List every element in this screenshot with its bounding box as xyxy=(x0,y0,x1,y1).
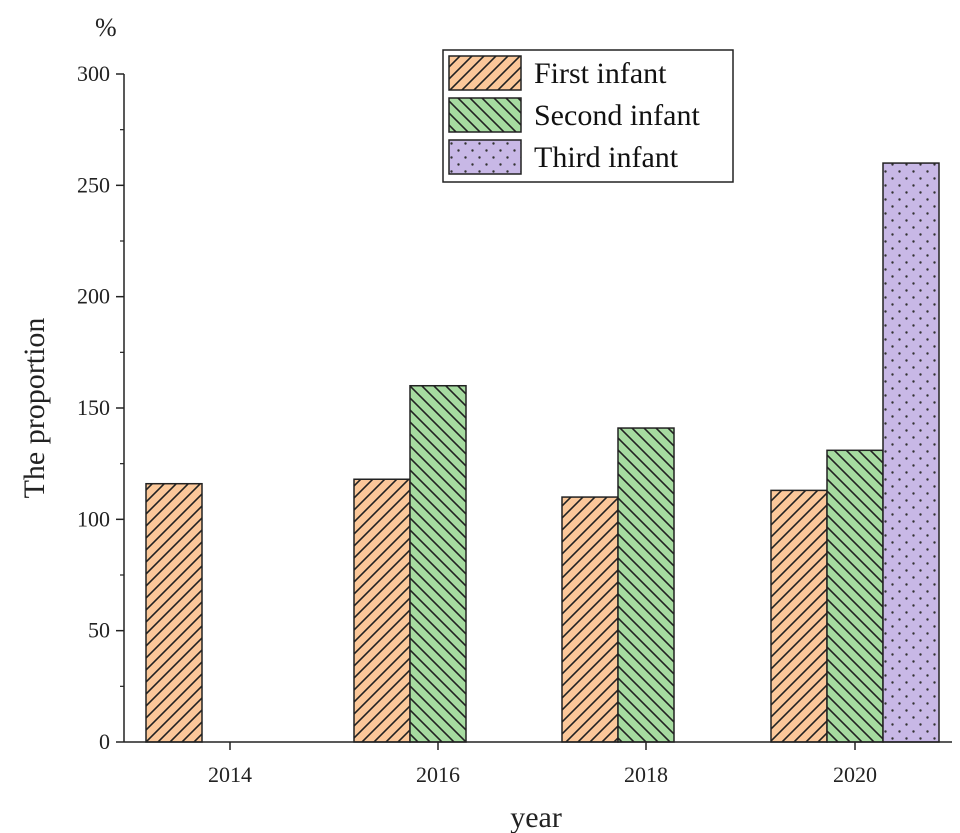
bar-third-infant-2020 xyxy=(882,162,940,743)
legend-swatch-first-infant xyxy=(448,55,522,91)
bar-first-infant-2020 xyxy=(770,489,828,743)
legend: First infant Second infant Third infant xyxy=(442,49,734,183)
y-axis-ticks: 0 50 100 150 200 250 300 xyxy=(77,61,124,754)
y-tick-label-150: 150 xyxy=(77,395,110,420)
y-tick-label-50: 50 xyxy=(88,618,110,643)
unit-label: % xyxy=(95,13,117,42)
x-tick-label-2014: 2014 xyxy=(208,762,252,787)
bar-second-infant-2020 xyxy=(826,449,884,743)
y-axis-title: The proportion xyxy=(18,318,51,499)
x-tick-label-2016: 2016 xyxy=(416,762,460,787)
legend-swatch-second-infant xyxy=(448,97,522,133)
legend-label-third-infant: Third infant xyxy=(534,141,679,174)
x-tick-label-2018: 2018 xyxy=(624,762,668,787)
y-tick-label-0: 0 xyxy=(99,729,110,754)
legend-label-second-infant: Second infant xyxy=(534,99,700,132)
y-tick-label-200: 200 xyxy=(77,284,110,309)
bar-second-infant-2016 xyxy=(409,384,467,743)
legend-label-first-infant: First infant xyxy=(534,57,667,90)
y-tick-label-250: 250 xyxy=(77,172,110,197)
x-tick-label-2020: 2020 xyxy=(833,762,877,787)
bars-layer xyxy=(145,162,940,743)
y-tick-label-300: 300 xyxy=(77,61,110,86)
bar-first-infant-2014 xyxy=(145,482,203,743)
y-tick-label-100: 100 xyxy=(77,506,110,531)
bar-second-infant-2018 xyxy=(617,427,675,743)
legend-swatch-third-infant xyxy=(448,139,522,175)
x-axis-title: year xyxy=(510,801,562,833)
bar-first-infant-2018 xyxy=(561,496,619,743)
x-axis-ticks: 2014 2016 2018 2020 xyxy=(208,742,877,787)
bar-first-infant-2016 xyxy=(353,478,411,743)
